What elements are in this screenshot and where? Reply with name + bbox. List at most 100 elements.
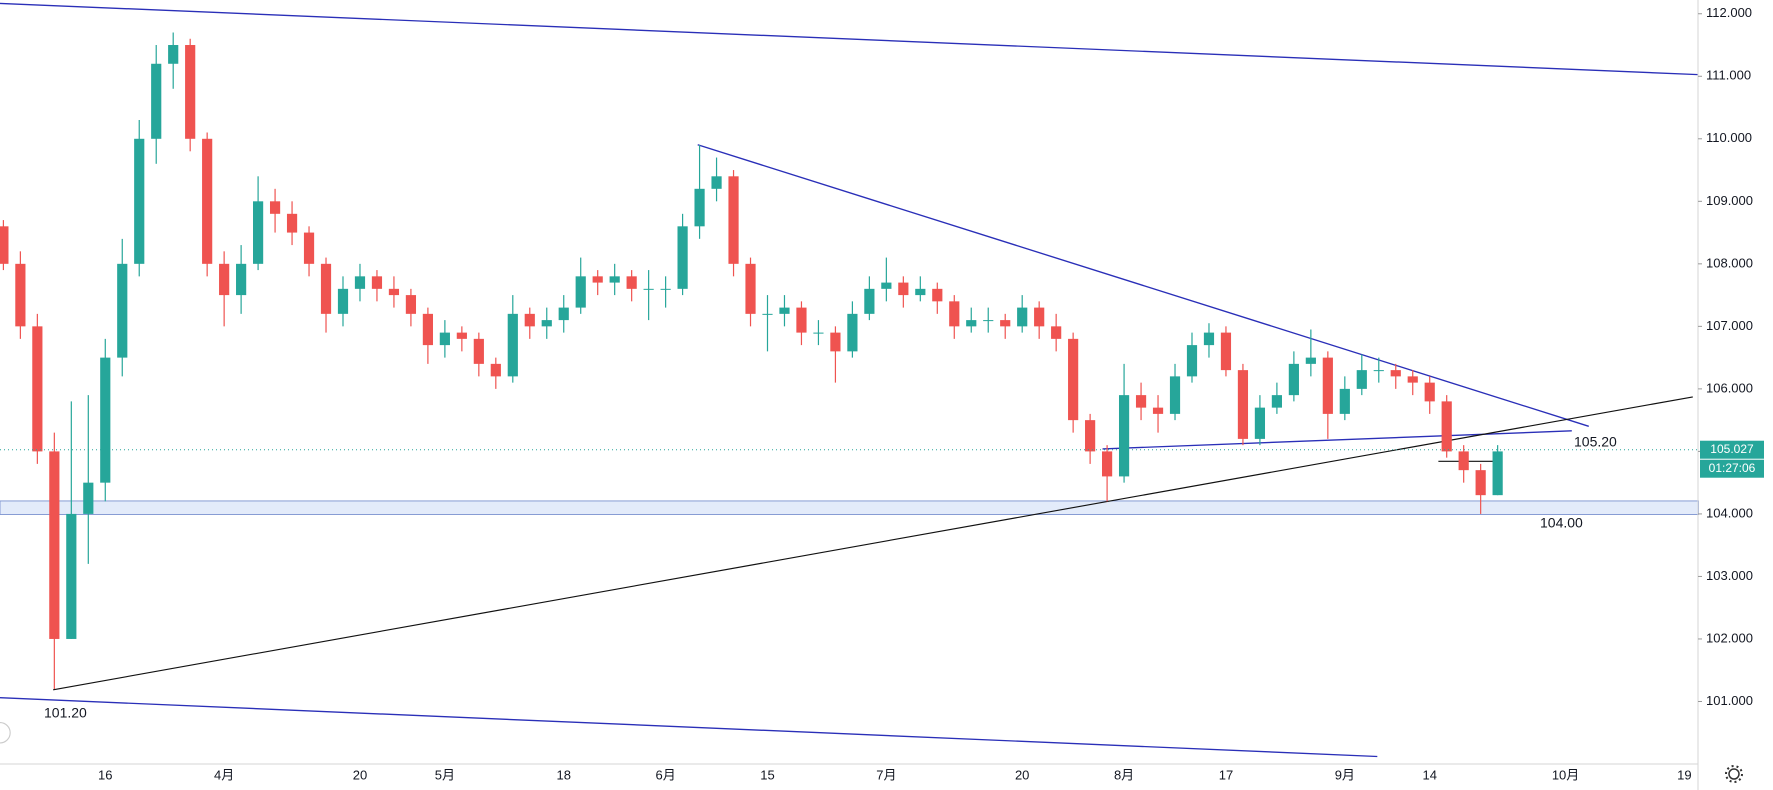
candle-body xyxy=(439,332,450,346)
y-tick-label: 111.000 xyxy=(1706,68,1751,83)
candle-body xyxy=(1152,407,1164,414)
settings-icon[interactable] xyxy=(1725,765,1743,783)
gear-teeth[interactable] xyxy=(1725,765,1743,783)
candle-body xyxy=(32,326,43,452)
x-tick-label: 20 xyxy=(353,767,367,782)
candle-body xyxy=(915,288,926,296)
candle-body xyxy=(168,45,179,64)
candle-body xyxy=(1441,401,1452,452)
candle-body xyxy=(354,276,366,289)
candle-body xyxy=(1186,345,1198,377)
candle-body xyxy=(151,63,162,139)
candle-body xyxy=(253,201,264,264)
y-tick-label: 102.000 xyxy=(1706,630,1753,645)
candle-body xyxy=(1475,470,1486,496)
x-tick-label: 5月 xyxy=(435,767,455,782)
y-tick-label: 108.000 xyxy=(1706,255,1753,270)
candle-body xyxy=(49,451,60,639)
x-tick-label: 19 xyxy=(1677,767,1691,782)
candle-body xyxy=(541,320,552,327)
candle-body xyxy=(847,313,858,352)
price-tag-label: 105.027 xyxy=(1710,442,1754,456)
y-tick-label: 110.000 xyxy=(1706,130,1752,145)
candle-body xyxy=(779,307,790,314)
candle-body xyxy=(15,263,26,327)
candle-body xyxy=(1169,376,1181,414)
candle-body xyxy=(1458,451,1469,471)
candle-body xyxy=(932,288,943,302)
gear[interactable] xyxy=(1728,768,1740,780)
trendline xyxy=(0,697,1378,758)
candle-body xyxy=(66,513,77,639)
candle-body xyxy=(796,307,807,333)
x-tick-label: 4月 xyxy=(214,767,234,782)
candle-body xyxy=(202,138,213,264)
candle-body xyxy=(830,332,841,352)
candle-body xyxy=(626,276,637,289)
candle-body xyxy=(1203,332,1215,346)
y-tick-label: 112.000 xyxy=(1706,5,1752,20)
candle-body xyxy=(881,282,892,289)
candle-body xyxy=(1017,307,1028,327)
candle-body xyxy=(966,320,977,327)
candle-body xyxy=(371,276,383,289)
candle-body xyxy=(236,263,247,296)
trendline xyxy=(53,396,1693,691)
candle-body xyxy=(1322,357,1333,414)
candle-body xyxy=(1356,370,1367,389)
x-tick-label: 18 xyxy=(557,767,571,782)
y-tick-label: 109.000 xyxy=(1706,193,1753,208)
candle-body xyxy=(643,288,654,290)
candle-body xyxy=(1102,451,1113,477)
price-tag xyxy=(1700,440,1764,459)
candle-body xyxy=(949,301,960,327)
candle-body xyxy=(0,226,9,264)
countdown-label: 01:27:06 xyxy=(1709,461,1756,475)
x-tick-label: 16 xyxy=(98,767,112,782)
candle-body xyxy=(337,288,349,314)
x-tick-label: 10月 xyxy=(1552,767,1579,782)
candle-body xyxy=(1068,338,1079,421)
candle-body xyxy=(1288,363,1299,396)
candle-body xyxy=(1271,395,1282,408)
countdown-tag xyxy=(1700,459,1764,478)
candle-body xyxy=(1118,395,1130,477)
candle-body xyxy=(269,201,281,214)
candle-body xyxy=(864,288,875,314)
candle-body xyxy=(1237,370,1249,439)
candle-body xyxy=(762,313,773,315)
candle-body xyxy=(711,176,722,189)
x-tick-label: 20 xyxy=(1015,767,1029,782)
candle-body xyxy=(1305,357,1316,364)
candle-body xyxy=(303,232,315,264)
trendline xyxy=(0,2,1699,76)
candle-body xyxy=(609,276,620,283)
candle-body xyxy=(677,226,688,289)
candle-body xyxy=(320,263,332,314)
candle-body xyxy=(694,188,705,227)
candle-body xyxy=(592,276,603,283)
y-tick-label: 104.000 xyxy=(1706,505,1753,520)
icon[interactable] xyxy=(0,722,11,744)
candle-body xyxy=(185,45,196,139)
candle-body xyxy=(405,295,417,314)
candle-body xyxy=(1492,451,1503,496)
annotation: 105.20 xyxy=(1574,434,1617,450)
candle-body xyxy=(422,313,433,346)
candle-body xyxy=(813,332,824,334)
y-tick-label: 106.000 xyxy=(1706,380,1753,395)
candle-body xyxy=(728,176,739,264)
candle-body xyxy=(1407,376,1418,383)
candle-body xyxy=(100,357,111,483)
candle-body xyxy=(507,313,518,377)
candle-body xyxy=(1034,307,1045,327)
x-tick-label: 8月 xyxy=(1114,767,1134,782)
support-zone xyxy=(0,500,1699,515)
x-tick-label: 6月 xyxy=(655,767,675,782)
x-tick-label: 17 xyxy=(1219,767,1233,782)
candle-body xyxy=(524,313,535,327)
candle-body xyxy=(1390,370,1401,377)
candle-body xyxy=(1373,370,1384,372)
candle-body xyxy=(983,320,994,322)
